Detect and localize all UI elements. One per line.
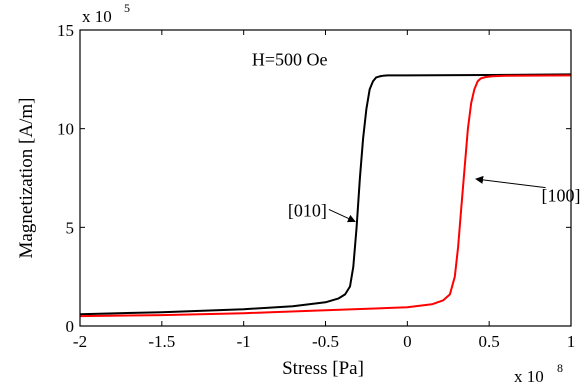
y-tick-label: 5 (66, 218, 75, 237)
x-tick-label: 1 (567, 332, 576, 351)
y-tick-label: 0 (66, 317, 75, 336)
y-axis-title: Magnetization [A/m] (16, 98, 37, 259)
x-tick-label: -2 (73, 332, 87, 351)
series-layer (79, 73, 572, 318)
series-line-0 (79, 73, 572, 316)
svg-text:8: 8 (557, 361, 563, 375)
x-tick-label: -1 (237, 332, 251, 351)
x-axis-title: Stress [Pa] (282, 358, 364, 379)
annotation-layer: H=500 Oe [010] [100] (252, 50, 581, 223)
annotation-arrow (475, 175, 546, 189)
annotation-label: [100] (542, 186, 581, 206)
x-tick-label: -0.5 (312, 332, 339, 351)
y-multiplier: x 10 5 (82, 1, 130, 26)
y-tick-label: 15 (57, 21, 74, 40)
annotation-label: [010] (288, 200, 327, 220)
y-tick-label: 10 (57, 120, 74, 139)
x-tick-label: -1.5 (148, 332, 175, 351)
svg-text:x 10: x 10 (82, 7, 112, 26)
svg-text:x 10: x 10 (514, 367, 544, 386)
annotation-label: H=500 Oe (252, 50, 328, 70)
x-multiplier: x 10 8 (514, 361, 563, 386)
x-tick-label: 0 (403, 332, 412, 351)
series-line-1 (79, 74, 572, 318)
svg-text:5: 5 (124, 1, 130, 15)
x-tick-label: 0.5 (479, 332, 500, 351)
plot-area (80, 30, 571, 326)
annotation-arrow (328, 209, 356, 223)
